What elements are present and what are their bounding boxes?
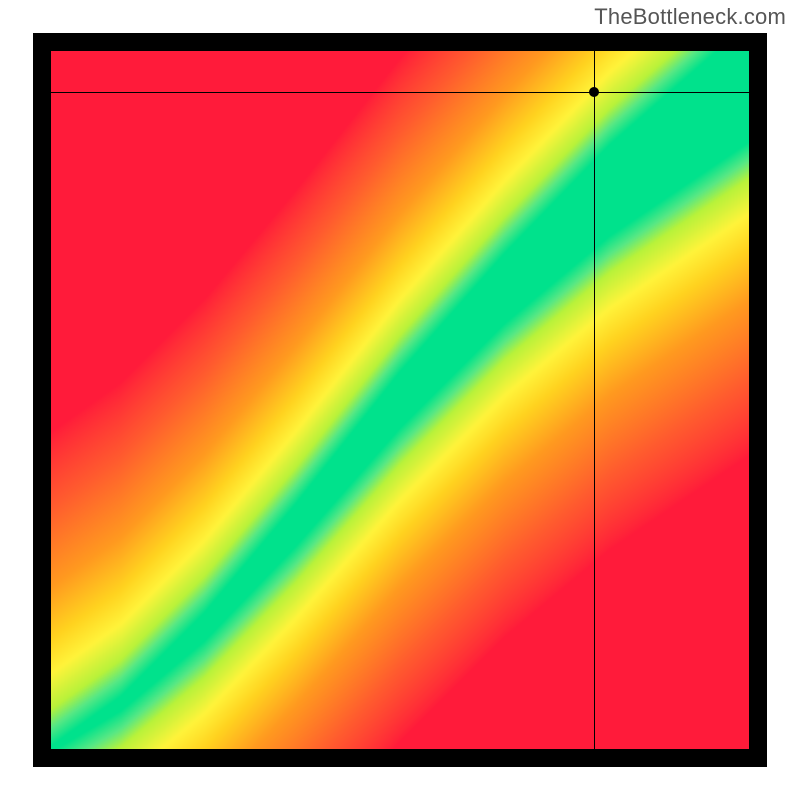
heatmap-canvas <box>51 51 749 749</box>
frame-bottom <box>33 749 767 767</box>
crosshair-marker <box>589 87 599 97</box>
frame-left <box>33 33 51 767</box>
attribution-text: TheBottleneck.com <box>594 4 786 30</box>
frame-top <box>33 33 767 51</box>
chart-container: TheBottleneck.com <box>0 0 800 800</box>
crosshair-horizontal <box>51 92 749 93</box>
frame-right <box>749 33 767 767</box>
crosshair-vertical <box>594 51 595 749</box>
heatmap-plot <box>51 51 749 749</box>
